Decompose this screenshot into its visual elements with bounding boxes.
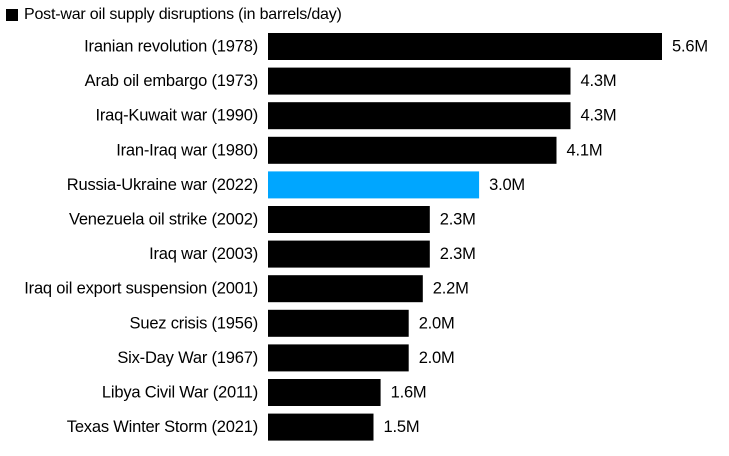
bar-5 [268,206,430,233]
category-label-0: Iranian revolution (1978) [84,38,258,56]
category-label-5: Venezuela oil strike (2002) [69,211,258,229]
value-label-3: 4.1M [567,141,603,159]
value-label-7: 2.2M [433,280,469,298]
chart-legend: Post-war oil supply disruptions (in barr… [6,5,342,25]
value-label-10: 1.6M [391,384,427,402]
bar-3 [268,136,557,164]
bar-10 [268,379,381,406]
bar-9 [268,344,409,372]
bar-2 [268,102,571,130]
value-label-0: 5.6M [672,38,708,56]
category-label-3: Iran-Iraq war (1980) [116,141,258,159]
bar-4 [268,171,480,199]
bar-7 [268,275,423,303]
bar-8 [268,309,409,337]
category-label-2: Iraq-Kuwait war (1990) [95,107,258,125]
bar-11 [268,413,374,441]
category-label-6: Iraq war (2003) [149,245,258,263]
bar-0 [268,33,662,60]
value-label-6: 2.3M [440,245,476,263]
category-label-8: Suez crisis (1956) [130,314,258,332]
value-label-8: 2.0M [419,314,455,332]
category-label-10: Libya Civil War (2011) [102,384,258,402]
value-label-5: 2.3M [440,211,476,229]
value-label-1: 4.3M [581,72,617,90]
category-label-9: Six-Day War (1967) [117,349,258,367]
value-label-4: 3.0M [489,176,525,194]
bar-1 [268,67,571,95]
bar-6 [268,240,430,268]
category-label-4: Russia-Ukraine war (2022) [67,176,258,194]
value-label-11: 1.5M [384,418,420,436]
category-label-11: Texas Winter Storm (2021) [67,418,258,436]
legend-label: Post-war oil supply disruptions (in barr… [24,6,342,23]
category-label-1: Arab oil embargo (1973) [85,72,258,90]
category-label-7: Iraq oil export suspension (2001) [24,280,258,298]
value-label-9: 2.0M [419,349,455,367]
legend-swatch [6,9,18,21]
value-label-2: 4.3M [581,107,617,125]
